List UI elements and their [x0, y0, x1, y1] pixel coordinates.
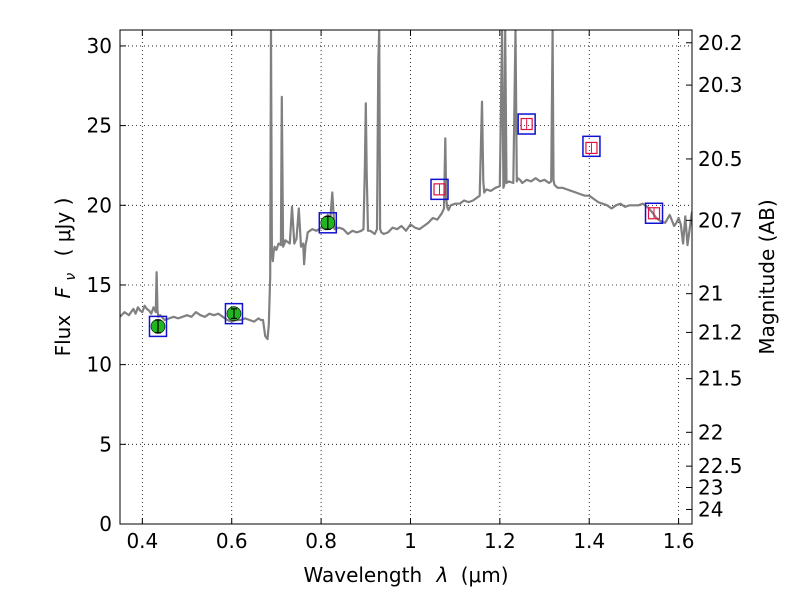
y-axis-title-subscript: ν [63, 273, 79, 281]
x-axis-title: Wavelength λ (μm) [303, 563, 508, 587]
x-axis-title-symbol: λ [436, 563, 449, 587]
model-box-marker [582, 135, 601, 158]
model-box-marker [224, 302, 244, 325]
model-box-marker [148, 315, 168, 338]
mag-tick-label: 21.5 [698, 367, 743, 391]
y-tick-label: 10 [87, 353, 112, 377]
y-tick-label: 25 [87, 114, 112, 138]
y-axis-title-symbol: F [51, 286, 75, 298]
model-box-marker [644, 202, 664, 225]
y-tick-label: 30 [87, 34, 112, 58]
nir-point [585, 141, 598, 155]
x-tick-label: 0.6 [216, 529, 248, 553]
x-tick-label: 0.4 [126, 529, 158, 553]
model-box-marker [318, 212, 338, 234]
mag-tick-label: 20.2 [698, 31, 743, 55]
mag-tick-label: 24 [698, 497, 723, 521]
mag-tick-label: 20.3 [698, 73, 743, 97]
y-axis-title: Flux F ν ( μJy ) [51, 198, 80, 357]
markers-layer [148, 113, 664, 338]
nir-point [433, 183, 446, 196]
mag-tick-label: 21.2 [698, 320, 743, 344]
model-box-marker [430, 178, 449, 201]
x-axis-title-unit: (μm) [461, 563, 509, 587]
nir-point [647, 207, 661, 220]
axis-ticks: 0.4 0.6 0.8 1 1.2 1.4 1.6 0 5 10 15 20 25 30 20.2 20.3 2… [87, 30, 743, 553]
x-axis-title-text: Wavelength [303, 563, 422, 587]
y-tick-label: 0 [99, 512, 112, 536]
mag-tick-label: 20.7 [698, 208, 743, 232]
y-axis-title-unit: ( μJy ) [51, 198, 75, 257]
x-tick-label: 1.6 [663, 529, 695, 553]
nir-point [520, 117, 533, 131]
grid-lines [120, 30, 692, 524]
plot-frame [119, 29, 693, 525]
x-tick-label: 1.4 [573, 529, 605, 553]
y-tick-label: 15 [87, 273, 112, 297]
y2-axis-title: Magnitude (AB) [755, 199, 779, 354]
mag-tick-label: 21 [698, 282, 723, 306]
spectrum-layer [120, 30, 692, 341]
plot-background [120, 30, 692, 524]
mag-tick-label: 22 [698, 420, 723, 444]
y-axis-title-text: Flux [51, 315, 75, 357]
mag-tick-label: 22.5 [698, 454, 743, 478]
model-box-marker [517, 113, 536, 135]
y-tick-label: 20 [87, 193, 112, 217]
x-tick-label: 1.2 [484, 529, 516, 553]
spectrum-line [120, 30, 692, 341]
mag-tick-label: 23 [698, 475, 723, 499]
x-tick-label: 1 [404, 529, 417, 553]
mag-tick-label: 20.5 [698, 147, 743, 171]
x-tick-label: 0.8 [305, 529, 337, 553]
y-tick-label: 5 [99, 432, 112, 456]
